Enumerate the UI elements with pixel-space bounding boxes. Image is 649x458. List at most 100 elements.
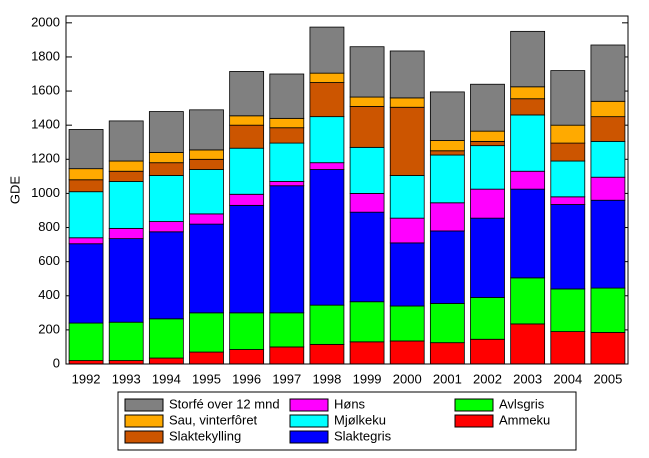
bar-segment <box>229 115 265 126</box>
bar-segment <box>349 46 385 98</box>
bar-segment <box>550 288 586 332</box>
bar-segment <box>349 146 385 194</box>
bar-segment <box>108 181 144 229</box>
bar-segment <box>389 242 425 307</box>
bar-segment <box>108 238 144 323</box>
bar-segment <box>470 130 505 142</box>
legend-swatch <box>289 414 329 428</box>
x-tick-label: 2003 <box>513 371 542 386</box>
x-tick-label: 1995 <box>192 371 221 386</box>
bar-segment <box>148 357 184 365</box>
bar-segment <box>309 343 345 365</box>
bar-segment <box>510 86 546 100</box>
bar-segment <box>108 321 144 361</box>
bar-segment <box>349 96 385 107</box>
bar-segment <box>590 199 626 289</box>
legend-swatch <box>454 398 494 412</box>
bar-segment <box>590 332 626 365</box>
y-tick-label: 1400 <box>31 117 60 132</box>
legend-swatch <box>124 398 164 412</box>
bar-segment <box>189 213 224 225</box>
bar-segment <box>429 150 465 156</box>
bar-segment <box>429 303 465 344</box>
bar-segment <box>309 26 345 74</box>
x-tick-label: 2000 <box>393 371 422 386</box>
y-tick-label: 800 <box>38 219 60 234</box>
bar-segment <box>590 44 626 102</box>
bar-segment <box>68 243 104 324</box>
bar-segment <box>470 140 505 147</box>
x-tick-label: 1998 <box>312 371 341 386</box>
bar-segment <box>108 227 144 240</box>
bar-segment <box>389 106 425 176</box>
bar-segment <box>68 191 104 239</box>
legend-swatch <box>289 430 329 444</box>
bar-segment <box>429 342 465 365</box>
bar-segment <box>470 338 505 365</box>
bar-segment <box>68 179 104 193</box>
bar-segment <box>148 162 184 176</box>
bar-segment <box>229 71 265 117</box>
bar-segment <box>590 176 626 201</box>
bar-segment <box>590 287 626 333</box>
bar-segment <box>68 322 104 361</box>
bar-segment <box>510 188 546 279</box>
bar-segment <box>229 147 265 195</box>
bar-segment <box>108 120 144 162</box>
bar-segment <box>148 221 184 233</box>
bar-segment <box>349 106 385 148</box>
bar-segment <box>349 341 385 365</box>
y-tick-label: 1600 <box>31 82 60 97</box>
x-tick-label: 1994 <box>152 371 181 386</box>
bar-segment <box>349 211 385 303</box>
x-tick-label: 2002 <box>473 371 502 386</box>
bar-segment <box>510 98 546 116</box>
bar-segment <box>309 169 345 306</box>
bar-segment <box>189 312 224 353</box>
bar-segment <box>389 305 425 342</box>
bar-segment <box>68 237 104 245</box>
bar-segment <box>229 204 265 314</box>
bar-segment <box>510 277 546 325</box>
x-tick-label: 1999 <box>353 371 382 386</box>
bar-segment <box>550 160 586 198</box>
bar-segment <box>269 127 305 144</box>
legend-swatch <box>289 398 329 412</box>
bar-segment <box>229 193 265 206</box>
y-tick-label: 0 <box>53 355 60 370</box>
bar-segment <box>429 154 465 204</box>
bar-segment <box>148 175 184 222</box>
bar-segment <box>269 346 305 365</box>
bar-segment <box>429 140 465 152</box>
x-tick-label: 1997 <box>272 371 301 386</box>
y-tick-label: 1800 <box>31 48 60 63</box>
bar-segment <box>68 168 104 181</box>
bar-segment <box>510 114 546 172</box>
bar-segment <box>550 124 586 144</box>
legend-label: Storfé over 12 mnd <box>169 396 280 411</box>
bar-segment <box>229 124 265 149</box>
bar-segment <box>389 97 425 108</box>
bar-segment <box>309 82 345 118</box>
bar-segment <box>470 145 505 190</box>
bar-segment <box>189 149 224 160</box>
bar-segment <box>470 188 505 219</box>
bar-segment <box>590 140 626 178</box>
bar-segment <box>148 231 184 320</box>
bar-segment <box>108 160 144 172</box>
bar-segment <box>68 129 104 170</box>
bar-segment <box>189 169 224 215</box>
legend-label: Slaktegris <box>334 428 392 443</box>
bar-segment <box>309 162 345 170</box>
legend-label: Avlsgris <box>499 396 545 411</box>
bar-segment <box>269 185 305 314</box>
x-tick-label: 1996 <box>232 371 261 386</box>
bar-segment <box>429 230 465 304</box>
bar-segment <box>550 204 586 290</box>
legend-label: Sau, vinterfôret <box>169 412 258 427</box>
legend-label: Høns <box>334 396 366 411</box>
bar-segment <box>229 312 265 350</box>
y-tick-label: 1200 <box>31 151 60 166</box>
bar-segment <box>510 30 546 88</box>
